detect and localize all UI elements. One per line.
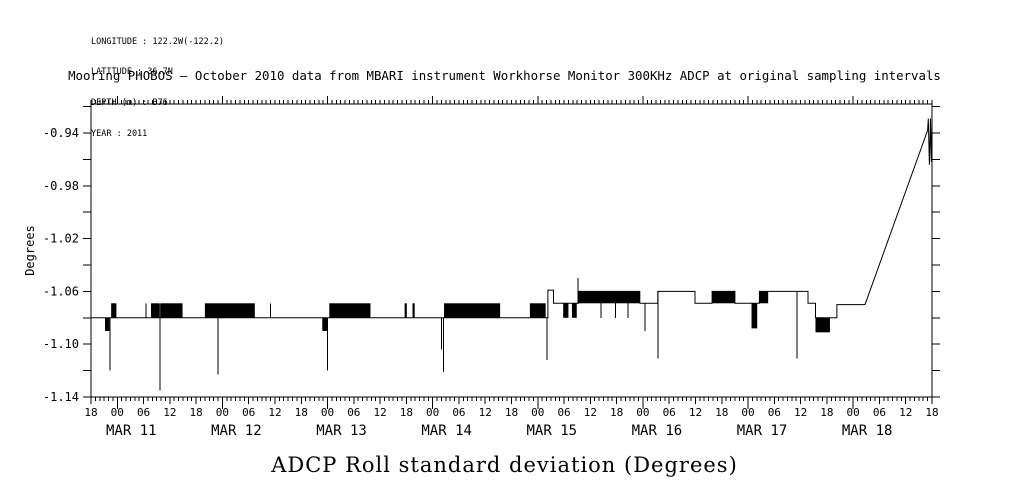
series-band [578, 291, 640, 304]
axis-title-bottom: ADCP Roll standard deviation (Degrees) [271, 453, 738, 477]
metadata-year: YEAR : 2011 [91, 129, 148, 140]
x-hour-label: 06 [242, 406, 255, 419]
y-tick-label: -1.02 [43, 232, 79, 246]
y-tick-label: -0.98 [43, 179, 79, 193]
x-day-label: MAR 18 [842, 423, 893, 439]
series-band [529, 303, 546, 318]
plot-frame [90, 103, 933, 398]
series-band [412, 303, 415, 318]
x-hour-label: 18 [610, 406, 623, 419]
x-hour-label: 06 [557, 406, 570, 419]
x-hour-label: 12 [479, 406, 492, 419]
series-band [204, 303, 255, 318]
x-hour-label: 12 [268, 406, 281, 419]
x-day-label: MAR 14 [421, 423, 472, 439]
x-hour-label: 18 [925, 406, 938, 419]
series-band [751, 303, 758, 329]
series-band [105, 317, 110, 332]
x-hour-label: 00 [216, 406, 229, 419]
x-hour-label: 18 [295, 406, 308, 419]
series-band [563, 303, 569, 318]
axis-labels: 18 00 06 12 18 00 06 12 18 00 06 12 18 00 06 12 18 00 06 12… [23, 126, 939, 439]
data-series [91, 118, 933, 391]
x-hour-label: 06 [768, 406, 781, 419]
x-hour-label: 18 [400, 406, 413, 419]
x-hour-label: 00 [321, 406, 334, 419]
x-hour-label: 00 [111, 406, 124, 419]
series-line [91, 118, 933, 319]
series-band [815, 317, 830, 333]
series-band [329, 303, 371, 318]
x-hour-label: 06 [137, 406, 150, 419]
series-band [712, 291, 735, 304]
x-day-label: MAR 12 [211, 423, 262, 439]
series-band [322, 317, 328, 332]
x-hour-label: 06 [347, 406, 360, 419]
chart-title: Mooring PHOBOS – October 2010 data from … [68, 68, 941, 83]
series-band [151, 303, 160, 318]
x-hour-label: 06 [452, 406, 465, 419]
y-tick-label: -0.94 [43, 126, 79, 140]
x-hour-label: 00 [426, 406, 439, 419]
metadata-longitude: LONGITUDE : 122.2W(-122.2) [91, 36, 225, 47]
x-day-label: MAR 16 [632, 423, 683, 439]
x-day-label: MAR 15 [526, 423, 577, 439]
series-band [571, 303, 577, 318]
x-hour-label: 18 [820, 406, 833, 419]
x-hour-label: 12 [689, 406, 702, 419]
x-hour-label: 00 [636, 406, 649, 419]
metadata-latitude: LATITUDE : 36.7N [91, 67, 173, 78]
series-band [160, 303, 183, 318]
x-hour-label: 18 [505, 406, 518, 419]
x-day-label: MAR 17 [737, 423, 788, 439]
x-hour-label: 00 [531, 406, 544, 419]
x-hour-label: 12 [373, 406, 386, 419]
series-band [444, 303, 501, 318]
x-hour-label: 00 [847, 406, 860, 419]
y-tick-label: -1.06 [43, 284, 79, 298]
axis-ticks [83, 96, 940, 409]
x-hour-label: 18 [84, 406, 97, 419]
axis-frame [90, 103, 933, 398]
x-hour-label: 12 [584, 406, 597, 419]
x-day-label: MAR 11 [106, 423, 157, 439]
x-hour-label: 00 [741, 406, 754, 419]
x-hour-label: 12 [899, 406, 912, 419]
x-hour-label: 12 [163, 406, 176, 419]
x-hour-label: 12 [794, 406, 807, 419]
x-hour-label: 18 [715, 406, 728, 419]
series-band [111, 303, 117, 318]
x-hour-label: 18 [190, 406, 203, 419]
y-tick-label: -1.14 [43, 390, 79, 404]
y-tick-label: -1.10 [43, 337, 79, 351]
y-axis-label: Degrees [23, 225, 37, 276]
x-hour-label: 06 [873, 406, 886, 419]
series-band [404, 303, 407, 318]
x-day-label: MAR 13 [316, 423, 367, 439]
x-hour-label: 06 [663, 406, 676, 419]
series-band [759, 291, 769, 304]
